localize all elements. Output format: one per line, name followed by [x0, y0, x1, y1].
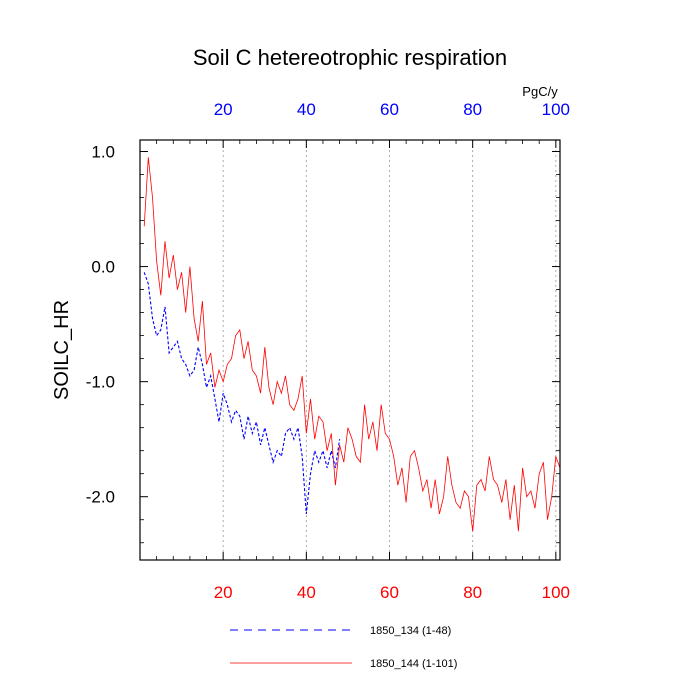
x-tick-label-top-20: 20: [214, 100, 233, 119]
x-tick-label-top-60: 60: [380, 100, 399, 119]
x-tick-label-bottom-80: 80: [463, 583, 482, 602]
units-label: PgC/y: [522, 84, 558, 99]
series-line-blue: [144, 272, 339, 514]
chart: Soil C hetereotrophic respiration PgC/y …: [0, 0, 700, 700]
x-tick-label-bottom-100: 100: [542, 583, 570, 602]
x-tick-label-top-100: 100: [542, 100, 570, 119]
x-tick-label-bottom-20: 20: [214, 583, 233, 602]
legend: 1850_134 (1-48) 1850_144 (1-101): [230, 625, 457, 670]
y-tick-label--1.0: -1.0: [86, 373, 115, 392]
series-lines: [144, 157, 560, 531]
x-tick-label-top-40: 40: [297, 100, 316, 119]
y-tick-label--2.0: -2.0: [86, 488, 115, 507]
plot-frame: [140, 140, 560, 560]
chart-title: Soil C hetereotrophic respiration: [193, 45, 507, 70]
series-line-red: [144, 157, 560, 531]
y-tick-label-0.0: 0.0: [91, 258, 115, 277]
y-axis-label: SOILC_HR: [51, 300, 73, 400]
gridlines: [223, 140, 556, 560]
x-tick-label-top-80: 80: [463, 100, 482, 119]
legend-label-blue: 1850_134 (1-48): [370, 625, 451, 637]
ticks: 20 40 60 80 100 20 40 60 80 100 1.0 0.0 -1.0 -2.0: [86, 100, 570, 602]
x-tick-label-bottom-60: 60: [380, 583, 399, 602]
x-tick-label-bottom-40: 40: [297, 583, 316, 602]
y-tick-label-1.0: 1.0: [91, 143, 115, 162]
legend-label-red: 1850_144 (1-101): [370, 658, 457, 670]
